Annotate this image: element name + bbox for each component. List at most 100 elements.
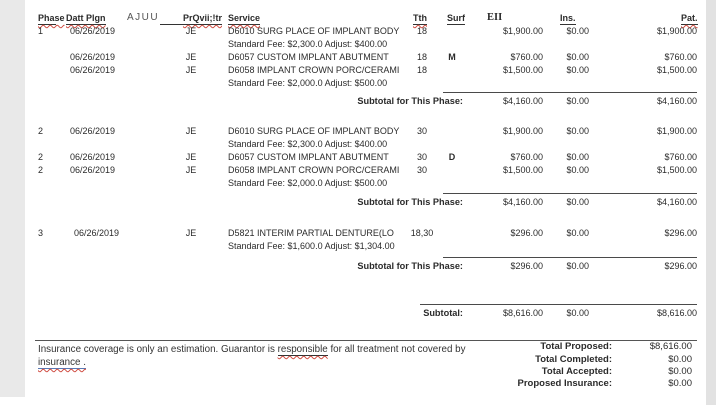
total-completed-row: Total Completed: $0.00 bbox=[0, 355, 706, 365]
cell-fee: $1,900.00 bbox=[502, 26, 543, 36]
table-row: 2 06/26/2019 JE D6057 CUSTOM IMPLANT ABU… bbox=[0, 152, 706, 162]
note-text: Standard Fee: $1,600.0 Adjust: $1,304.00 bbox=[228, 241, 395, 251]
cell-phase: 2 bbox=[38, 165, 44, 175]
standard-fee-note: Standard Fee: $2,000.0 Adjust: $500.00 bbox=[0, 178, 706, 188]
cell-phase: 2 bbox=[38, 126, 44, 136]
cell-fee: $1,500.00 bbox=[502, 65, 543, 75]
subtotal-patient: $4,160.00 bbox=[656, 96, 697, 106]
cell-tooth: 30 bbox=[416, 165, 427, 175]
subtotal-insurance: $0.00 bbox=[566, 96, 589, 106]
cell-tooth: 30 bbox=[416, 152, 427, 162]
disclaimer-prefix: Insurance coverage is only an estimation… bbox=[38, 344, 278, 355]
cell-insurance: $0.00 bbox=[566, 65, 589, 75]
total-proposed-row: Total Proposed: $8,616.00 bbox=[0, 342, 706, 352]
phase-subtotal-row: Subtotal for This Phase: $4,160.00 $0.00… bbox=[0, 96, 706, 106]
cell-insurance: $0.00 bbox=[566, 165, 589, 175]
cell-date: 06/26/2019 bbox=[70, 52, 116, 62]
cell-patient: $1,900.00 bbox=[656, 126, 697, 136]
cell-service: D6058 IMPLANT CROWN PORC/CERAMI bbox=[228, 165, 400, 175]
subtotal-separator-line bbox=[443, 92, 697, 93]
grand-subtotal-row: Subtotal: $8,616.00 $0.00 $8,616.00 bbox=[0, 308, 706, 318]
total-proposed-value: $8,616.00 bbox=[649, 341, 692, 352]
cell-tooth: 18 bbox=[416, 26, 427, 36]
cell-provider: JE bbox=[185, 152, 197, 162]
header-tooth: Tth bbox=[413, 13, 427, 25]
cell-phase: 1 bbox=[38, 26, 44, 36]
insurance-disclaimer-line1: Insurance coverage is only an estimation… bbox=[38, 344, 466, 356]
table-row: 1 06/26/2019 JE D6010 SURG PLACE OF IMPL… bbox=[0, 26, 706, 36]
total-accepted-row: Total Accepted: $0.00 bbox=[0, 367, 706, 377]
cell-tooth: 30 bbox=[416, 126, 427, 136]
cell-surface: M bbox=[448, 52, 456, 62]
header-patient: Pat. bbox=[681, 13, 698, 25]
cell-date: 06/26/2019 bbox=[70, 65, 116, 75]
cell-provider: JE bbox=[185, 26, 197, 36]
note-text: Standard Fee: $2,000.0 Adjust: $500.00 bbox=[228, 178, 388, 188]
cell-provider: JE bbox=[185, 126, 197, 136]
subtotal-label: Subtotal for This Phase: bbox=[357, 197, 463, 207]
subtotal-fee: $4,160.00 bbox=[502, 96, 543, 106]
total-accepted-value: $0.00 bbox=[668, 366, 692, 377]
grand-subtotal-fee: $8,616.00 bbox=[502, 308, 543, 318]
cell-phase: 3 bbox=[38, 228, 44, 238]
subtotal-patient: $296.00 bbox=[664, 261, 697, 271]
cell-insurance: $0.00 bbox=[566, 126, 589, 136]
cell-fee: $1,900.00 bbox=[502, 126, 543, 136]
phase-subtotal-row: Subtotal for This Phase: $296.00 $0.00 $… bbox=[0, 261, 706, 271]
cell-insurance: $0.00 bbox=[566, 26, 589, 36]
header-insurance: Ins. bbox=[560, 13, 576, 25]
cell-fee: $1,500.00 bbox=[502, 165, 543, 175]
note-text: Standard Fee: $2,300.0 Adjust: $400.00 bbox=[228, 39, 388, 49]
header-date-plan: Datt Plgn bbox=[66, 13, 106, 25]
cell-surface: D bbox=[448, 152, 456, 162]
disclaimer-underlined-word: responsible bbox=[277, 344, 328, 356]
standard-fee-note: Standard Fee: $1,600.0 Adjust: $1,304.00 bbox=[0, 241, 706, 251]
header-phase: Phase bbox=[38, 13, 65, 25]
grand-subtotal-separator-line bbox=[420, 304, 697, 305]
cell-date: 06/26/2019 bbox=[74, 228, 120, 238]
subtotal-label: Subtotal for This Phase: bbox=[357, 96, 463, 106]
cell-insurance: $0.00 bbox=[566, 52, 589, 62]
grand-subtotal-label: Subtotal: bbox=[423, 308, 463, 318]
cell-phase: 2 bbox=[38, 152, 44, 162]
cell-fee: $760.00 bbox=[510, 52, 543, 62]
cell-date: 06/26/2019 bbox=[70, 165, 116, 175]
cell-provider: JE bbox=[185, 228, 197, 238]
subtotal-fee: $4,160.00 bbox=[502, 197, 543, 207]
subtotal-insurance: $0.00 bbox=[566, 197, 589, 207]
cell-insurance: $0.00 bbox=[566, 152, 589, 162]
cell-patient: $296.00 bbox=[664, 228, 697, 238]
disclaimer-suffix: for all treatment not covered by bbox=[327, 344, 466, 355]
cell-fee: $296.00 bbox=[510, 228, 543, 238]
cell-provider: JE bbox=[185, 165, 197, 175]
cell-patient: $1,500.00 bbox=[656, 165, 697, 175]
standard-fee-note: Standard Fee: $2,300.0 Adjust: $400.00 bbox=[0, 139, 706, 149]
proposed-insurance-row: Proposed Insurance: $0.00 bbox=[0, 379, 706, 389]
cell-provider: JE bbox=[185, 65, 197, 75]
cell-service: D6010 SURG PLACE OF IMPLANT BODY bbox=[228, 126, 400, 136]
subtotal-fee: $296.00 bbox=[510, 261, 543, 271]
header-service: Service bbox=[228, 13, 261, 25]
cell-patient: $1,500.00 bbox=[656, 65, 697, 75]
grand-subtotal-insurance: $0.00 bbox=[566, 308, 589, 318]
subtotal-insurance: $0.00 bbox=[566, 261, 589, 271]
cell-service: D6058 IMPLANT CROWN PORC/CERAMI bbox=[228, 65, 400, 75]
total-accepted-label: Total Accepted: bbox=[541, 366, 612, 377]
cell-tooth: 18 bbox=[416, 65, 427, 75]
subtotal-separator-line bbox=[443, 193, 697, 194]
total-completed-label: Total Completed: bbox=[535, 354, 612, 365]
cell-date: 06/26/2019 bbox=[70, 126, 116, 136]
proposed-insurance-value: $0.00 bbox=[668, 378, 692, 389]
cell-service: D6010 SURG PLACE OF IMPLANT BODY bbox=[228, 26, 400, 36]
vertical-scrollbar[interactable] bbox=[706, 0, 716, 405]
table-row: 2 06/26/2019 JE D6058 IMPLANT CROWN PORC… bbox=[0, 165, 706, 175]
page-left-margin bbox=[0, 0, 25, 397]
header-surface: Surf bbox=[447, 13, 465, 25]
table-row: 06/26/2019 JE D6057 CUSTOM IMPLANT ABUTM… bbox=[0, 52, 706, 62]
cell-patient: $1,900.00 bbox=[656, 26, 697, 36]
footer-divider bbox=[35, 340, 697, 341]
standard-fee-note: Standard Fee: $2,000.0 Adjust: $500.00 bbox=[0, 78, 706, 88]
cell-fee: $760.00 bbox=[510, 152, 543, 162]
insurance-disclaimer-line2: insurance . bbox=[38, 357, 86, 369]
